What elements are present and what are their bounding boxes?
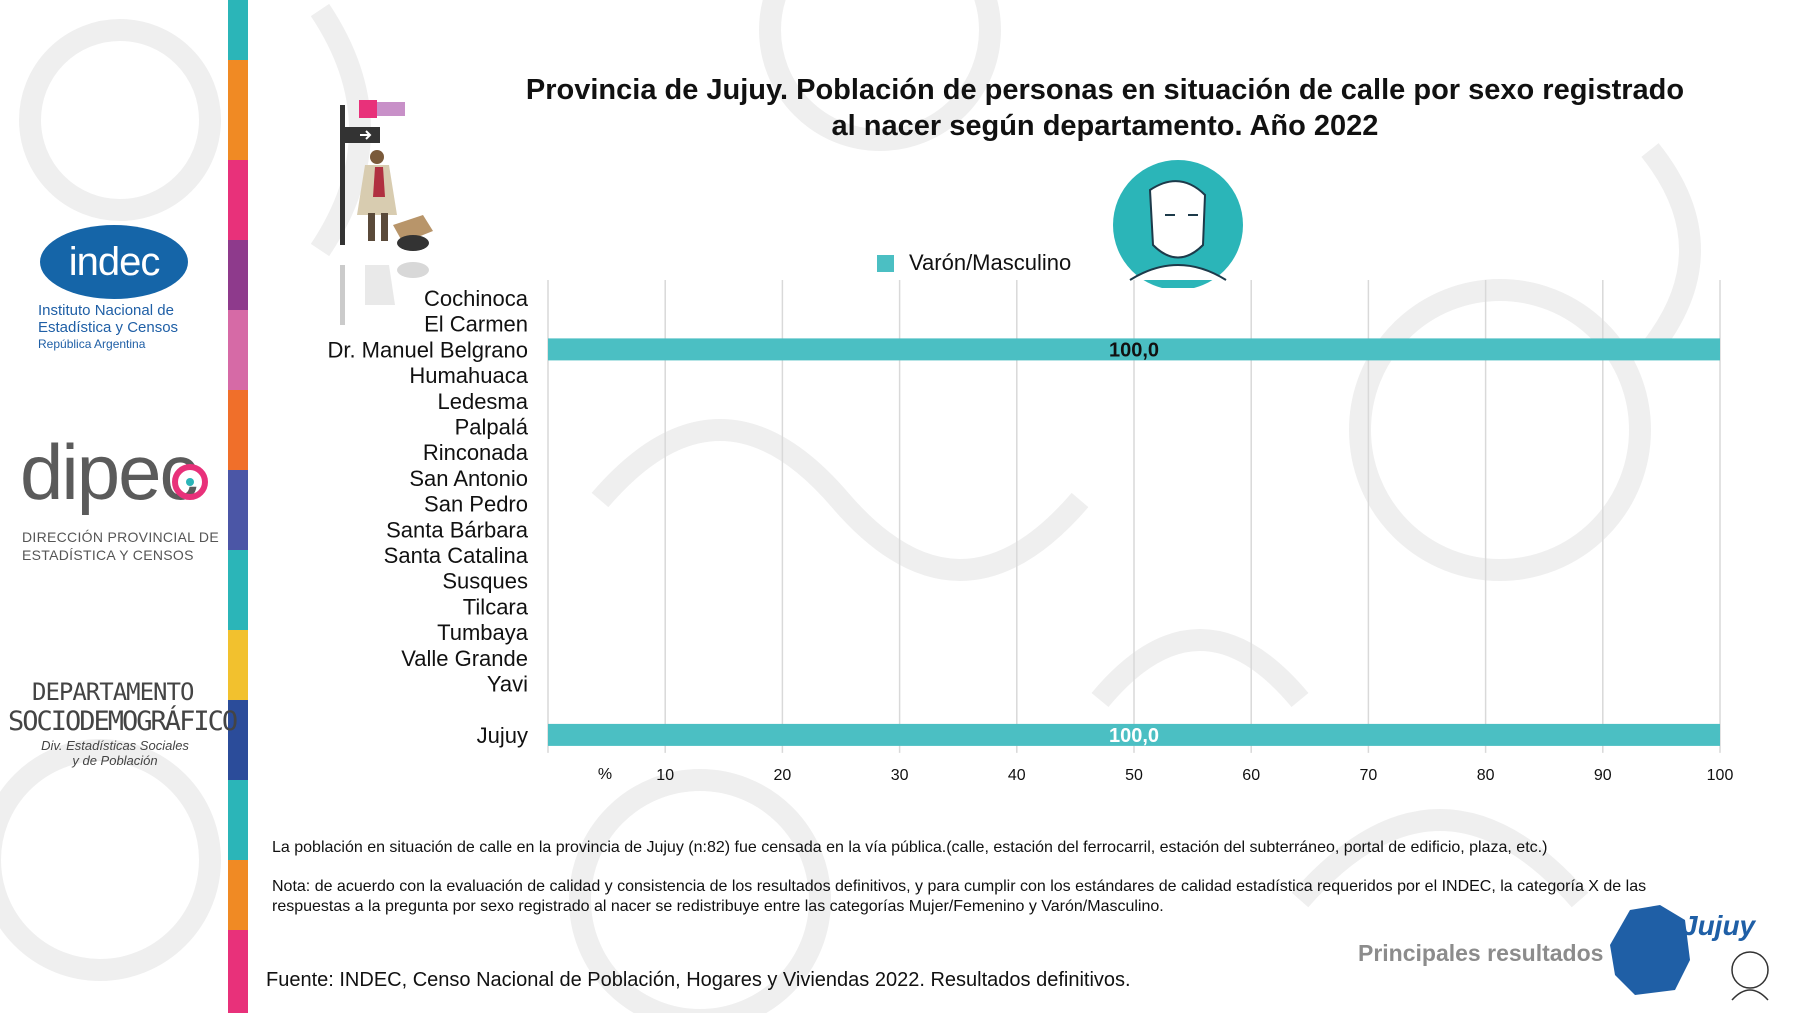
- indec-logo: indec: [40, 225, 188, 299]
- depto-logo-line1: DEPARTAMENTO: [32, 678, 194, 706]
- principales-resultados-label: Principales resultados: [1358, 940, 1604, 966]
- x-tick-label: 70: [1360, 767, 1378, 784]
- decorative-stripe: [228, 0, 248, 1013]
- x-unit-label: %: [598, 766, 612, 783]
- note-population: La población en situación de calle en la…: [272, 839, 1548, 856]
- category-label: Susques: [442, 569, 528, 594]
- x-tick-label: 10: [656, 767, 674, 784]
- depto-logo-line2: SOCIODEMOGRÁFICO: [8, 706, 238, 737]
- category-label: Yavi: [487, 672, 528, 697]
- note-methodology: Nota: de acuerdo con la evaluación de ca…: [272, 878, 1647, 915]
- category-label: Tilcara: [463, 594, 529, 619]
- source-note: Fuente: INDEC, Censo Nacional de Poblaci…: [266, 969, 1131, 991]
- bar: [548, 338, 1720, 361]
- depto-logo-subtitle: Div. Estadísticas Sociales y de Població…: [41, 738, 189, 768]
- x-tick-label: 80: [1477, 767, 1495, 784]
- x-tick-label: 40: [1008, 767, 1026, 784]
- chart-title: Provincia de Jujuy. Población de persona…: [525, 74, 1685, 142]
- category-label: Humahuaca: [409, 363, 528, 388]
- jujuy-map-logo: Jujuy: [1610, 905, 1769, 1001]
- category-label: Rinconada: [423, 440, 529, 465]
- legend-label-varon: Varón/Masculino: [909, 250, 1072, 275]
- category-label: Dr. Manuel Belgrano: [327, 337, 528, 362]
- bar-value-label: 100,0: [1109, 725, 1159, 747]
- homeless-person-illustration: [340, 100, 433, 325]
- category-label: Valle Grande: [401, 646, 528, 671]
- category-label: Tumbaya: [437, 620, 529, 645]
- category-label: Jujuy: [477, 723, 528, 748]
- category-label: Palpalá: [455, 415, 529, 440]
- x-tick-label: 100: [1707, 767, 1734, 784]
- category-label: San Antonio: [409, 466, 528, 491]
- dipec-subtitle: DIRECCIÓN PROVINCIAL DE ESTADÍSTICA Y CE…: [22, 529, 219, 563]
- x-tick-label: 60: [1242, 767, 1260, 784]
- bar-value-label: 100,0: [1109, 339, 1159, 361]
- bar: [548, 723, 1720, 746]
- x-tick-label: 90: [1594, 767, 1612, 784]
- category-label: Santa Bárbara: [386, 517, 529, 542]
- category-label: Santa Catalina: [384, 543, 529, 568]
- legend-swatch-varon: [877, 254, 894, 272]
- category-label: Ledesma: [437, 389, 528, 414]
- dipec-logo: dipec: [20, 428, 198, 516]
- category-label: San Pedro: [424, 492, 528, 517]
- category-label: Cochinoca: [424, 286, 529, 311]
- x-tick-label: 50: [1125, 767, 1143, 784]
- jujuy-logo-text: Jujuy: [1682, 910, 1757, 941]
- indec-subtitle: Instituto Nacional de Estadística y Cens…: [38, 302, 179, 351]
- dipec-dot-icon: [172, 464, 208, 500]
- woman-face-icon: [1113, 160, 1243, 288]
- chart-legend: Varón/Masculino: [877, 250, 1071, 276]
- x-tick-label: 30: [891, 767, 909, 784]
- x-tick-label: 20: [774, 767, 792, 784]
- category-label: El Carmen: [424, 312, 528, 337]
